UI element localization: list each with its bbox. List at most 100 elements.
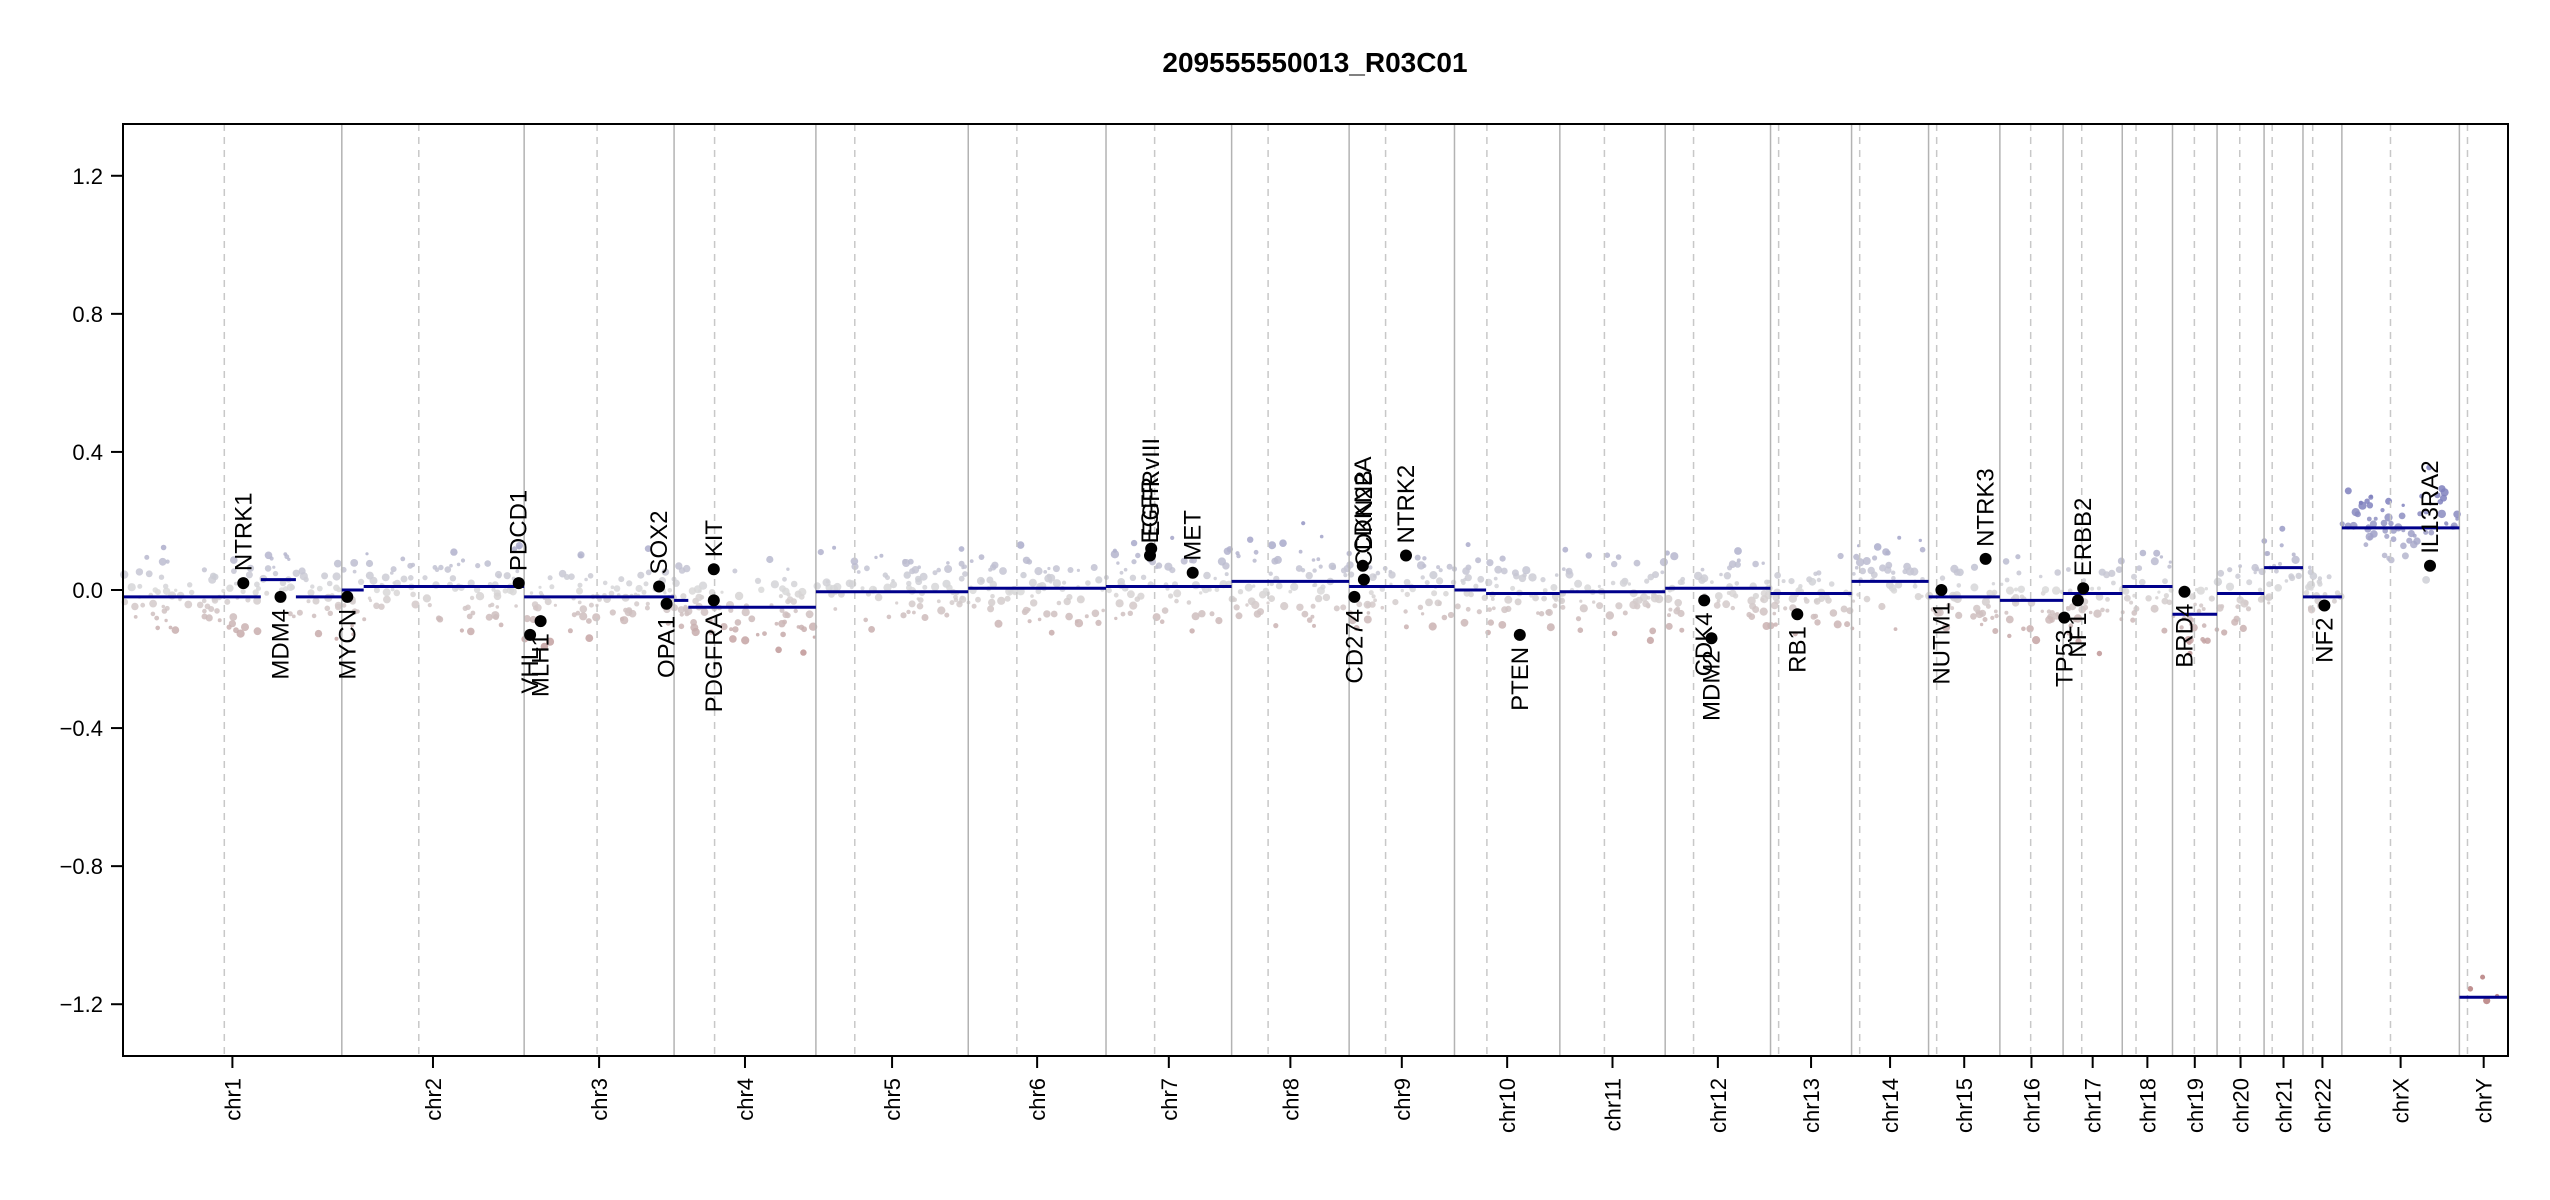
probe-point [1266, 601, 1270, 605]
probe-point [137, 583, 143, 589]
probe-point [1404, 591, 1411, 598]
probe-point [1942, 623, 1951, 632]
plot-frame [122, 123, 2509, 1057]
probe-point [2363, 542, 2369, 548]
probe-point [1680, 576, 1686, 582]
probe-point [2075, 638, 2082, 645]
probe-point [1076, 568, 1080, 573]
probe-point [720, 623, 728, 631]
probe-point [236, 629, 245, 638]
probe-point [1422, 563, 1427, 569]
probe-point [585, 634, 594, 642]
probe-point [214, 608, 220, 614]
probe-point [1343, 573, 1348, 578]
probe-point [1223, 547, 1232, 555]
probe-point [2054, 569, 2061, 576]
probe-point [748, 615, 756, 623]
probe-point [1273, 623, 1279, 629]
probe-point [2098, 568, 2106, 576]
probe-point [886, 614, 892, 620]
probe-point [1373, 598, 1377, 603]
probe-point [540, 642, 549, 651]
x-axis: chr1 chr2 chr3 chr4 chr5 chr6 chr7 chr8 chr9 chr1… [220, 1056, 2497, 1133]
probe-point [1575, 616, 1582, 622]
probe-point [264, 551, 273, 560]
probe-point [221, 588, 226, 593]
probe-point [691, 627, 700, 637]
gene-point [1979, 552, 1992, 565]
probe-point [946, 561, 950, 565]
probe-point [475, 563, 481, 569]
probe-point [231, 568, 237, 574]
probe-point [2186, 615, 2193, 623]
probe-point [1982, 617, 1988, 622]
probe-point [2438, 485, 2446, 493]
probe-point [287, 611, 293, 617]
probe-point [485, 613, 493, 621]
probe-point [915, 575, 922, 583]
gene-point [2424, 559, 2436, 572]
probe-point [2130, 617, 2136, 623]
probe-point [211, 597, 219, 604]
probe-point [1115, 599, 1124, 608]
probe-point [958, 546, 965, 552]
probe-point [1946, 602, 1952, 608]
probe-point [1732, 593, 1739, 599]
probe-point [1037, 617, 1042, 622]
probe-point [1316, 557, 1321, 562]
probe-point [2225, 582, 2235, 591]
probe-point [1577, 627, 1584, 633]
probe-point [1273, 555, 1282, 564]
probe-point [1203, 571, 1211, 580]
probe-point [2444, 521, 2449, 526]
probe-point [623, 607, 628, 613]
probe-point [2200, 637, 2206, 642]
probe-point [1056, 600, 1062, 606]
probe-point [1371, 594, 1376, 599]
probe-point [1579, 599, 1583, 603]
probe-point [1438, 568, 1443, 573]
probe-point [1752, 592, 1759, 600]
probe-point [2428, 502, 2432, 506]
probe-point [2382, 528, 2388, 534]
probe-point [917, 565, 921, 569]
gene-label: SOX2 [646, 510, 673, 574]
probe-point [1257, 608, 1264, 616]
probe-point [1752, 606, 1760, 613]
probe-point [2066, 606, 2070, 610]
probe-point [2026, 625, 2034, 633]
probe-point [1280, 602, 1289, 611]
probe-point [2245, 606, 2252, 612]
probe-point [1680, 580, 1685, 585]
probe-point [1956, 583, 1962, 588]
probe-point [2004, 610, 2009, 615]
probe-point [1828, 581, 1835, 587]
probe-point [1545, 608, 1553, 617]
probe-point [2201, 623, 2207, 628]
probe-point [1693, 571, 1703, 581]
probe-point [907, 558, 914, 565]
probe-point [1851, 599, 1856, 603]
probe-point [775, 646, 782, 654]
probe-point [135, 568, 144, 576]
probe-point [1994, 613, 1999, 619]
probe-point [355, 609, 360, 614]
probe-point [549, 584, 555, 590]
probe-point [2096, 586, 2101, 591]
probe-point [1022, 556, 1031, 564]
probe-point [958, 600, 963, 605]
chromosome-label: chr6 [1025, 1078, 1050, 1121]
probe-point [1016, 541, 1025, 549]
probe-point [2052, 586, 2061, 595]
probe-point [921, 614, 929, 621]
probe-point [381, 573, 390, 582]
probe-point [410, 562, 416, 568]
probe-point [1532, 594, 1539, 602]
probe-point [1446, 563, 1453, 570]
gene-label: IL13RA2 [2417, 460, 2444, 553]
gene-label: TP53 [2051, 630, 2078, 687]
probe-point [618, 576, 625, 583]
probe-point [2208, 595, 2215, 602]
probe-point [1214, 587, 1220, 593]
probe-point [2162, 578, 2168, 585]
